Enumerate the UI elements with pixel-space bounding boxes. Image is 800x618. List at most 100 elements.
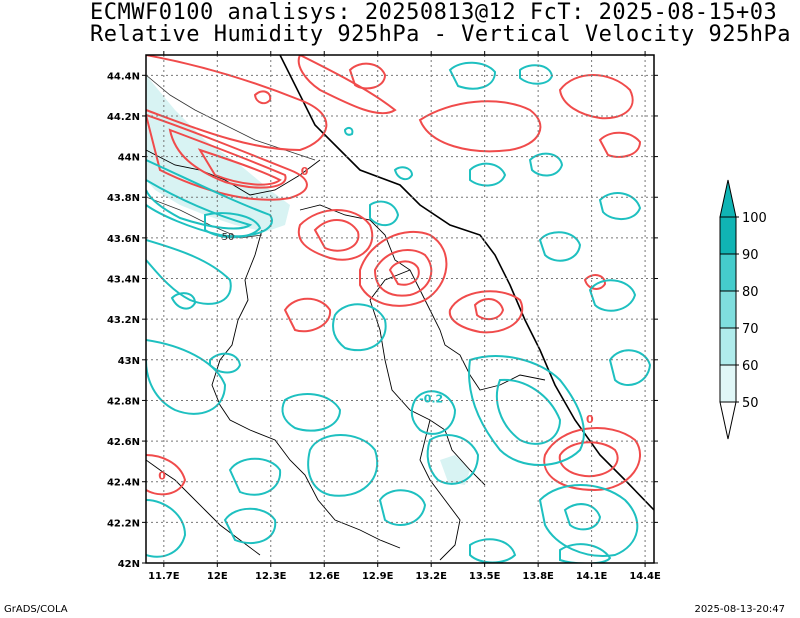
vv-negative-contour — [281, 393, 342, 432]
coastline — [279, 55, 654, 511]
colorbar-segment — [719, 364, 737, 403]
colorbar-label: 90 — [742, 248, 759, 263]
vv-negative-contour — [426, 434, 480, 485]
footer-credit: GrADS/COLA — [4, 604, 68, 615]
chart-field: 50 0 -0.2 0 0 — [146, 55, 654, 563]
x-axis-labels: 11.7E 12E 12.3E 12.6E 12.9E 13.2E 13.5E 13.8E 14… — [148, 571, 661, 582]
vv-negative-contour — [528, 152, 564, 177]
vv-positive-contour — [543, 427, 641, 492]
vv-positive-contour — [146, 454, 187, 496]
vv-positive-contour — [473, 298, 505, 321]
vv-positive-contour — [168, 128, 287, 189]
x-tick-label: 13.8E — [522, 571, 554, 582]
contour-label: 0 — [586, 413, 594, 426]
y-tick-label: 42.8N — [107, 396, 140, 407]
vv-positive-contour — [297, 55, 397, 115]
colorbar-label: 100 — [742, 211, 767, 226]
y-tick-label: 42.2N — [107, 518, 140, 529]
vv-negative-contour — [598, 192, 642, 220]
plot-frame — [145, 54, 655, 564]
y-tick-label: 42N — [118, 559, 140, 570]
vv-negative-contour — [563, 503, 602, 531]
x-tick-label: 12.3E — [255, 571, 287, 582]
rh-shade-area — [146, 75, 290, 232]
vv-negative-contour — [204, 212, 262, 239]
vv-negative-contour — [588, 279, 637, 312]
vv-positive-contour — [359, 230, 448, 307]
footer-timestamp: 2025-08-13-20:47 — [694, 604, 785, 615]
vv-positive-contour — [313, 219, 360, 252]
vv-positive-contour — [146, 55, 328, 152]
vv-positive-contour — [197, 148, 282, 186]
contour-label: 0 — [301, 165, 309, 178]
vv-positive-contour — [283, 297, 332, 333]
vv-positive-contour — [253, 90, 272, 105]
colorbar-segment — [719, 327, 737, 366]
x-tick-label: 14.4E — [629, 571, 661, 582]
vv-negative-contour — [343, 126, 354, 136]
y-tick-label: 43.4N — [107, 275, 140, 286]
colorbar-label: 80 — [742, 285, 759, 300]
vv-negative-contour — [519, 64, 554, 85]
axis-ticks — [142, 51, 658, 567]
y-axis-labels: 44.4N 44.2N 44N 43.8N 43.6N 43.4N 43.2N 43N 42.8… — [107, 71, 140, 570]
x-tick-label: 12.6E — [308, 571, 340, 582]
vv-negative-contours — [146, 61, 652, 563]
vv-negative-contour — [495, 378, 562, 445]
vv-negative-contour — [146, 499, 187, 558]
x-tick-label: 14.1E — [576, 571, 608, 582]
vv-positive-contour — [418, 100, 542, 153]
vv-negative-contour — [538, 231, 582, 262]
vv-negative-contour — [146, 339, 227, 415]
y-tick-label: 44N — [118, 153, 140, 164]
vv-positive-contour — [558, 74, 634, 120]
y-tick-label: 44.4N — [107, 71, 140, 82]
x-tick-label: 12.9E — [362, 571, 394, 582]
chart-title-line1: ECMWF0100 analisys: 20250813@12 FcT: 202… — [90, 0, 778, 25]
colorbar-arrow-bottom — [719, 401, 737, 440]
x-tick-label: 12E — [207, 571, 228, 582]
vv-negative-contour — [228, 457, 282, 496]
colorbar-label: 60 — [742, 359, 759, 374]
rh-shade-area-2 — [440, 455, 470, 485]
contour-label: 50 — [222, 232, 235, 243]
vv-negative-contour — [608, 349, 652, 386]
x-tick-label: 11.7E — [148, 571, 180, 582]
x-tick-label: 13.5E — [469, 571, 501, 582]
colorbar-arrow-top — [719, 179, 737, 218]
vv-positive-contour — [583, 274, 607, 290]
vv-negative-contour — [146, 239, 232, 305]
vv-negative-contour — [469, 162, 507, 187]
vv-negative-contour — [332, 303, 387, 352]
vv-negative-contour — [410, 390, 457, 435]
vv-negative-contour — [559, 543, 612, 563]
vv-negative-contour — [469, 538, 517, 563]
colorbar-segment — [719, 290, 737, 329]
y-tick-label: 43.2N — [107, 315, 140, 326]
grid-lines — [146, 55, 654, 563]
contour-labels: 50 0 -0.2 0 0 — [158, 165, 594, 483]
vv-negative-contour — [209, 352, 242, 374]
vv-positive-contour — [297, 209, 374, 261]
vv-negative-contour — [146, 159, 273, 238]
colorbar-label: 50 — [742, 396, 759, 411]
colorbar: 100 90 80 70 60 50 — [719, 179, 767, 440]
vv-positive-contour — [448, 290, 524, 334]
vv-negative-contour — [369, 200, 400, 227]
contour-label: -0.2 — [419, 392, 443, 405]
vv-positive-contour — [373, 249, 433, 297]
vv-positive-contour — [388, 260, 420, 286]
vv-negative-contour — [170, 292, 197, 310]
colorbar-label: 70 — [742, 322, 759, 337]
y-tick-label: 43.6N — [107, 234, 140, 245]
vv-negative-contour — [146, 179, 253, 230]
chart-title-line2: Relative Humidity 925hPa - Vertical Velo… — [90, 22, 792, 47]
vv-positive-contour — [598, 131, 642, 158]
vv-negative-contour — [393, 166, 414, 181]
y-tick-label: 44.2N — [107, 112, 140, 123]
vv-negative-contour — [468, 355, 585, 466]
y-tick-label: 43.8N — [107, 193, 140, 204]
y-tick-label: 42.4N — [107, 478, 140, 489]
y-tick-label: 42.6N — [107, 437, 140, 448]
y-tick-label: 43N — [118, 356, 140, 367]
